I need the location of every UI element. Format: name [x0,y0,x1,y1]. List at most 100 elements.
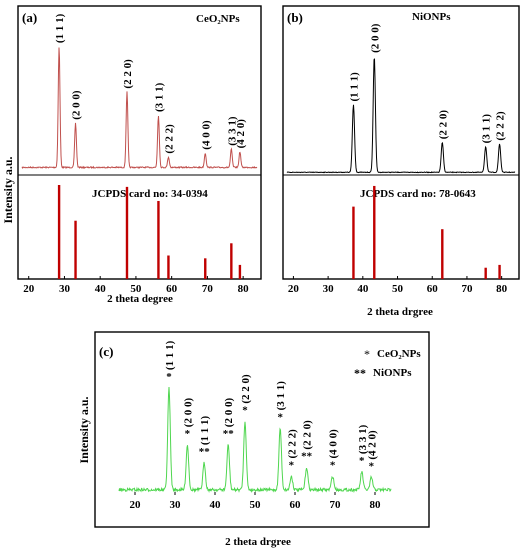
panel-b-pattern-line [286,58,516,174]
peak-label: (2 2 2) [495,111,507,141]
reference-line [57,185,61,279]
peak-label: (2 2 0) [302,420,314,450]
reference-line [157,200,160,279]
reference-line [74,220,77,279]
x-tick-label: 80 [238,283,250,295]
panel-a-xlabel: 2 theta degree [107,293,173,305]
peak-marker: * [369,461,375,473]
peak-marker: ** [199,446,211,458]
x-tick-label: 20 [130,499,142,511]
panel-b-legend: NiONPs [412,11,451,23]
panel-c-xaxis: 20 30 40 50 60 70 80 [130,492,382,511]
panel-c-ylabel: Intensity a.u. [77,396,91,463]
reference-line [167,255,170,279]
peak-label: (2 2 0) [437,110,449,140]
panel-c-letter: (c) [99,344,113,359]
x-tick-label: 20 [23,283,35,295]
panel-c-frame [94,331,430,528]
panel-b-xlabel: 2 theta drgree [367,306,433,318]
x-tick-label: 60 [427,283,439,295]
panel-c-legend-ceo2-marker: * [364,347,370,361]
peak-marker: * [166,371,172,383]
panel-a-frame [17,5,262,280]
peak-label: (2 0 0) [182,398,194,428]
reference-line [441,229,444,279]
x-tick-label: 80 [370,499,382,511]
x-tick-label: 50 [392,283,404,295]
reference-line [204,258,207,279]
panel-b-letter: (b) [287,10,303,25]
panel-a-legend: CeO₂NPs [196,13,240,25]
peak-label: (1 1 1) [54,13,66,43]
x-tick-label: 40 [95,283,107,295]
panel-c-composite: (c) * CeO₂NPs ** NiONPs Intensity a.u. 2… [77,331,430,548]
panel-a-ylabel: Intensity a.u. [1,156,15,223]
x-tick-label: 30 [59,283,71,295]
panel-c-xlabel: 2 theta drgree [225,536,291,548]
panel-b-reference-lines [352,185,501,279]
reference-line [238,264,242,279]
reference-line [373,185,376,279]
peak-label: (3 1 1) [153,82,165,112]
x-tick-label: 60 [166,283,178,295]
peak-marker: * [330,460,336,472]
x-tick-label: 50 [130,283,142,295]
peak-label: (2 0 0) [71,90,83,120]
reference-line [484,267,487,279]
panel-b-peak-labels: (1 1 1) (2 0 0) (2 2 0) (3 1 1) (2 2 2) [348,23,506,143]
peak-label: (4 2 0) [235,119,247,149]
panel-c-pattern-line [118,386,392,494]
peak-label: (2 2 0) [240,374,252,404]
peak-marker: * [289,460,295,472]
peak-label: (3 3 1) [357,424,369,454]
panel-c-legend-ceo2: CeO₂NPs [377,348,421,360]
panel-a-ceo2: (a) CeO₂NPs JCPDS card no: 34-0394 Inten… [1,5,262,305]
peak-label: (2 2 2) [163,124,175,154]
x-tick-label: 70 [202,283,214,295]
panel-c-peak-labels: *(1 1 1)*(2 0 0)**(1 1 1) **(2 0 0) *(2 2 … [164,340,378,472]
reference-line [125,186,129,279]
peak-marker: * [359,455,365,467]
panel-c-legend-nio: NiONPs [373,367,412,379]
x-tick-label: 70 [461,283,473,295]
peak-label: (2 0 0) [369,23,381,53]
peak-marker: * [185,428,191,440]
panel-b-frame [282,5,520,280]
peak-label: (2 0 0) [223,398,235,428]
peak-label: (4 0 0) [200,120,212,150]
reference-line [230,243,233,279]
peak-label: (1 1 1) [348,72,360,102]
panel-a-letter: (a) [22,10,37,25]
peak-label: (2 2 0) [122,59,134,89]
x-tick-label: 40 [210,499,222,511]
peak-label: (3 1 1) [481,114,493,144]
x-tick-label: 30 [170,499,182,511]
x-tick-label: 80 [496,283,508,295]
peak-label: (3 3 1) [226,116,238,146]
peak-label: (1 1 1) [164,340,176,370]
peak-marker: ** [223,428,235,440]
panel-a-peak-labels: (1 1 1) (2 0 0) (2 2 0) (3 1 1) (2 2 2) (4 0 … [54,13,247,153]
panel-a-xaxis: 20 30 40 50 60 70 80 [23,276,249,295]
panel-b-nio: (b) NiONPs JCPDS card no: 78-0643 2 thet… [282,5,520,318]
reference-line [498,264,501,279]
peak-label: (4 0 0) [328,429,340,459]
peak-label: (1 1 1) [199,415,211,445]
peak-label: (3 1 1) [275,381,287,411]
panel-b-reference-label: JCPDS card no: 78-0643 [360,188,476,200]
x-tick-label: 40 [357,283,369,295]
x-tick-label: 20 [288,283,300,295]
peak-label: (2 2 2) [286,429,298,459]
panel-a-reference-lines [57,185,242,279]
x-tick-label: 30 [323,283,335,295]
reference-line [352,206,355,279]
panel-c-legend-nio-marker: ** [354,366,366,380]
panel-a-reference-label: JCPDS card no: 34-0394 [92,188,208,200]
peak-label: (4 2 0) [366,430,378,460]
x-tick-label: 50 [250,499,262,511]
panel-b-xaxis: 20 30 40 50 60 70 80 [288,276,508,295]
peak-marker: * [277,411,283,423]
panel-a-pattern-line [21,47,258,170]
peak-marker: ** [301,451,313,463]
